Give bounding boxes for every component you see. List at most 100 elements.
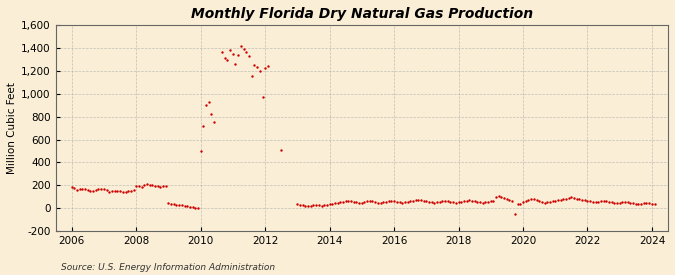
Point bbox=[319, 203, 329, 208]
Point bbox=[628, 201, 639, 206]
Point bbox=[427, 200, 437, 205]
Point bbox=[448, 200, 458, 205]
Point bbox=[332, 200, 343, 205]
Point bbox=[469, 199, 480, 204]
Point bbox=[644, 201, 655, 206]
Point bbox=[445, 200, 456, 204]
Point bbox=[236, 43, 246, 48]
Point bbox=[636, 202, 647, 206]
Point bbox=[346, 199, 356, 204]
Point bbox=[620, 200, 630, 204]
Point bbox=[598, 199, 609, 203]
Point bbox=[348, 200, 359, 204]
Point bbox=[394, 200, 405, 205]
Point bbox=[529, 197, 539, 201]
Point bbox=[104, 190, 115, 194]
Point bbox=[169, 202, 180, 207]
Point bbox=[139, 183, 150, 187]
Point bbox=[195, 149, 206, 153]
Point bbox=[149, 183, 160, 188]
Point bbox=[491, 195, 502, 199]
Point bbox=[461, 199, 472, 203]
Point bbox=[69, 186, 80, 190]
Point bbox=[510, 212, 520, 216]
Point bbox=[351, 200, 362, 205]
Point bbox=[580, 198, 591, 202]
Point bbox=[496, 195, 507, 199]
Point bbox=[367, 199, 378, 204]
Point bbox=[593, 200, 603, 204]
Point bbox=[177, 203, 188, 208]
Point bbox=[405, 199, 416, 204]
Point bbox=[542, 200, 553, 205]
Point bbox=[163, 200, 174, 205]
Point bbox=[397, 200, 408, 205]
Point bbox=[585, 199, 595, 204]
Point bbox=[456, 200, 466, 204]
Point bbox=[582, 199, 593, 203]
Point bbox=[531, 198, 542, 202]
Point bbox=[117, 190, 128, 194]
Point bbox=[185, 205, 196, 209]
Point bbox=[173, 203, 184, 207]
Point bbox=[560, 196, 571, 201]
Point bbox=[93, 187, 104, 191]
Point bbox=[161, 183, 171, 188]
Point bbox=[308, 203, 319, 208]
Point bbox=[410, 198, 421, 202]
Point bbox=[198, 123, 209, 128]
Point bbox=[370, 200, 381, 204]
Point bbox=[407, 199, 418, 203]
Point bbox=[77, 187, 88, 191]
Point bbox=[587, 200, 598, 204]
Point bbox=[520, 199, 531, 204]
Point bbox=[249, 63, 260, 67]
Point bbox=[187, 205, 198, 210]
Point bbox=[306, 204, 317, 208]
Point bbox=[246, 74, 257, 79]
Point bbox=[327, 202, 338, 206]
Point bbox=[483, 200, 493, 204]
Point bbox=[74, 187, 85, 192]
Point bbox=[544, 200, 555, 204]
Point bbox=[402, 200, 413, 204]
Point bbox=[480, 200, 491, 205]
Point bbox=[85, 188, 96, 193]
Point bbox=[566, 195, 576, 200]
Point bbox=[375, 200, 386, 205]
Point bbox=[415, 198, 426, 202]
Point bbox=[435, 200, 446, 204]
Point bbox=[254, 68, 265, 73]
Point bbox=[647, 202, 657, 206]
Point bbox=[389, 199, 400, 204]
Point bbox=[356, 200, 367, 205]
Point bbox=[230, 62, 241, 66]
Point bbox=[257, 95, 268, 99]
Point bbox=[392, 200, 402, 204]
Point bbox=[364, 199, 375, 203]
Point bbox=[354, 200, 364, 205]
Point bbox=[171, 203, 182, 207]
Point bbox=[359, 200, 370, 204]
Title: Monthly Florida Dry Natural Gas Production: Monthly Florida Dry Natural Gas Producti… bbox=[191, 7, 533, 21]
Point bbox=[373, 200, 383, 205]
Point bbox=[238, 47, 249, 51]
Point bbox=[292, 202, 303, 207]
Point bbox=[421, 199, 432, 204]
Point bbox=[263, 64, 273, 68]
Point bbox=[378, 200, 389, 205]
Point bbox=[558, 197, 569, 201]
Point bbox=[96, 186, 107, 191]
Point bbox=[324, 202, 335, 207]
Point bbox=[252, 65, 263, 70]
Point bbox=[595, 199, 606, 204]
Point bbox=[502, 197, 512, 201]
Point bbox=[475, 200, 485, 205]
Point bbox=[472, 200, 483, 204]
Point bbox=[153, 184, 163, 188]
Point bbox=[222, 58, 233, 63]
Point bbox=[633, 202, 644, 207]
Point bbox=[464, 198, 475, 202]
Point bbox=[126, 189, 136, 193]
Point bbox=[518, 200, 529, 204]
